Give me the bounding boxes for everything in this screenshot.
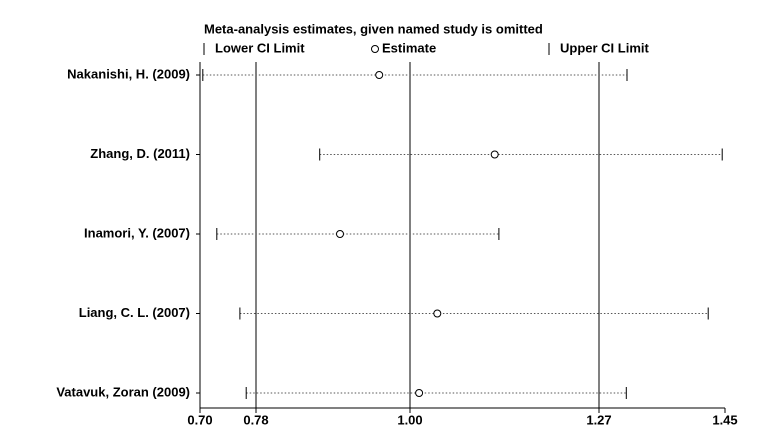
x-tick-label: 1.27 (586, 412, 611, 427)
study-label: Liang, C. L. (2007) (79, 305, 190, 320)
estimate (433, 309, 442, 318)
estimate (490, 150, 499, 159)
estimate (415, 389, 424, 397)
x-tick-label: 1.45 (712, 412, 737, 427)
estimate (336, 230, 344, 238)
chart-title: Meta-analysis estimates, given named stu… (204, 21, 543, 36)
study-label: Zhang, D. (2011) (90, 146, 190, 161)
x-tick-label: 0.70 (187, 412, 212, 427)
x-tick-label: 0.78 (243, 412, 268, 427)
legend-symbol (371, 45, 379, 53)
study-label: Nakanishi, H. (2009) (67, 66, 190, 81)
estimate (375, 71, 384, 79)
legend-label: Estimate (382, 40, 436, 55)
study-label: Inamori, Y. (2007) (84, 225, 190, 240)
x-tick-label: 1.00 (397, 412, 422, 427)
legend-label: Lower CI Limit (215, 40, 305, 55)
study-label: Vatavuk, Zoran (2009) (56, 384, 190, 399)
legend-label: Upper CI Limit (560, 40, 650, 55)
